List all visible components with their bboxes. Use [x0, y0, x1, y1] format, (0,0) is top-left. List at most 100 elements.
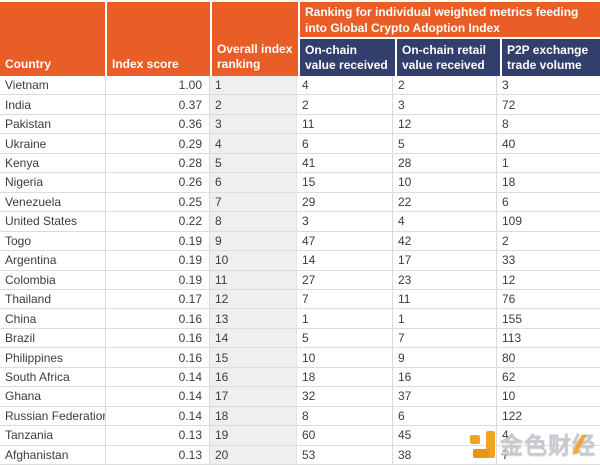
table-row: South Africa 0.14 16 18 16 62 — [0, 367, 600, 388]
country-cell: Thailand — [0, 289, 106, 309]
onchain-value-cell: 11 — [297, 114, 393, 134]
overall-ranking-cell: 13 — [210, 309, 297, 328]
onchain-value-cell: 2 — [297, 95, 393, 114]
onchain-value-cell: 6 — [297, 134, 393, 153]
header-index-score: Index score — [107, 2, 210, 76]
header-p2p-volume: P2P exchange trade volume — [502, 39, 600, 76]
onchain-retail-cell: 2 — [393, 76, 497, 95]
onchain-retail-cell: 16 — [393, 367, 497, 387]
country-cell: Tanzania — [0, 426, 106, 445]
index-score-cell: 0.14 — [106, 387, 210, 406]
country-cell: Ukraine — [0, 134, 106, 153]
header-banner: Ranking for individual weighted metrics … — [300, 2, 600, 37]
overall-ranking-cell: 5 — [210, 153, 297, 173]
onchain-retail-cell: 38 — [393, 445, 497, 465]
p2p-volume-cell: 10 — [502, 389, 516, 404]
overall-ranking-cell: 3 — [210, 114, 297, 134]
header-metrics-row: On-chain value received On-chain retail … — [300, 39, 600, 76]
table-row: Pakistan 0.36 3 11 12 8 — [0, 114, 600, 135]
table-row: United States 0.22 8 3 4 109 — [0, 212, 600, 232]
onchain-value-cell: 60 — [297, 426, 393, 445]
country-cell: Argentina — [0, 251, 106, 270]
onchain-retail-cell: 1 — [393, 309, 497, 328]
overall-ranking-cell: 20 — [210, 445, 297, 465]
onchain-retail-cell: 37 — [393, 387, 497, 406]
table-row: Ukraine 0.29 4 6 5 40 — [0, 134, 600, 154]
index-score-cell: 0.13 — [106, 426, 210, 445]
onchain-value-cell: 29 — [297, 192, 393, 212]
header-onchain-value: On-chain value received — [300, 39, 395, 76]
overall-ranking-cell: 2 — [210, 95, 297, 114]
country-cell: Venezuela — [0, 192, 106, 212]
onchain-value-cell: 27 — [297, 270, 393, 289]
table-row: Ghana 0.14 17 32 37 10 — [0, 387, 600, 407]
index-score-cell: 0.17 — [106, 289, 210, 309]
onchain-value-cell: 10 — [297, 348, 393, 367]
table-row: India 0.37 2 2 3 72 — [0, 95, 600, 115]
table-row: Nigeria 0.26 6 15 10 18 — [0, 173, 600, 193]
onchain-retail-cell: 5 — [393, 134, 497, 153]
onchain-retail-cell: 3 — [393, 95, 497, 114]
table-row: Vietnam 1.00 1 4 2 3 — [0, 76, 600, 96]
overall-ranking-cell: 12 — [210, 289, 297, 309]
onchain-retail-cell: 22 — [393, 192, 497, 212]
header-country: Country — [0, 2, 105, 76]
p2p-volume-cell: 76 — [502, 292, 516, 307]
table-row: Togo 0.19 9 47 42 2 — [0, 231, 600, 252]
index-score-cell: 0.28 — [106, 153, 210, 173]
overall-ranking-cell: 9 — [210, 231, 297, 251]
country-cell: Russian Federation — [0, 406, 106, 426]
index-score-cell: 0.19 — [106, 231, 210, 251]
table-row: Thailand 0.17 12 7 11 76 — [0, 289, 600, 310]
country-cell: Ghana — [0, 387, 106, 406]
onchain-value-cell: 7 — [297, 289, 393, 309]
index-score-cell: 0.26 — [106, 173, 210, 192]
index-score-cell: 1.00 — [106, 76, 210, 95]
onchain-value-cell: 47 — [297, 231, 393, 251]
p2p-volume-cell: 18 — [502, 175, 516, 190]
p2p-volume-cell: 40 — [502, 136, 516, 151]
index-score-cell: 0.16 — [106, 309, 210, 328]
table-row: Russian Federation 0.14 18 8 6 122 — [0, 406, 600, 427]
table-row: Tanzania 0.13 19 60 45 4 — [0, 426, 600, 446]
overall-ranking-cell: 11 — [210, 270, 297, 289]
onchain-value-cell: 18 — [297, 367, 393, 387]
table-row: Brazil 0.16 14 5 7 113 — [0, 328, 600, 349]
index-score-cell: 0.19 — [106, 251, 210, 270]
onchain-retail-cell: 17 — [393, 251, 497, 270]
country-cell: South Africa — [0, 367, 106, 387]
p2p-volume-cell: 7 — [502, 447, 509, 462]
table-row: Philippines 0.16 15 10 9 80 — [0, 348, 600, 368]
onchain-retail-cell: 11 — [393, 289, 497, 309]
onchain-retail-cell: 45 — [393, 426, 497, 445]
index-score-cell: 0.37 — [106, 95, 210, 114]
header-metrics-group: Ranking for individual weighted metrics … — [300, 2, 600, 76]
onchain-retail-cell: 7 — [393, 328, 497, 348]
overall-ranking-cell: 10 — [210, 251, 297, 270]
country-cell: Philippines — [0, 348, 106, 367]
country-cell: Kenya — [0, 153, 106, 173]
country-cell: Colombia — [0, 270, 106, 289]
p2p-volume-cell: 122 — [502, 408, 523, 423]
p2p-volume-cell: 80 — [502, 350, 516, 365]
p2p-volume-cell: 4 — [502, 428, 509, 443]
index-score-cell: 0.19 — [106, 270, 210, 289]
country-cell: Vietnam — [0, 76, 106, 95]
header-overall-ranking: Overall index ranking — [212, 2, 298, 76]
index-score-cell: 0.29 — [106, 134, 210, 153]
p2p-volume-cell: 1 — [502, 156, 509, 171]
table-body: Vietnam 1.00 1 4 2 3 India 0.37 2 2 3 72… — [0, 76, 600, 465]
onchain-retail-cell: 9 — [393, 348, 497, 367]
header-onchain-retail: On-chain retail value received — [397, 39, 500, 76]
onchain-retail-cell: 42 — [393, 231, 497, 251]
index-score-cell: 0.36 — [106, 114, 210, 134]
onchain-retail-cell: 6 — [393, 406, 497, 426]
country-cell: Togo — [0, 231, 106, 251]
overall-ranking-cell: 6 — [210, 173, 297, 192]
onchain-retail-cell: 12 — [393, 114, 497, 134]
table-row: Venezuela 0.25 7 29 22 6 — [0, 192, 600, 213]
country-cell: Brazil — [0, 328, 106, 348]
onchain-value-cell: 5 — [297, 328, 393, 348]
p2p-volume-cell: 62 — [502, 370, 516, 385]
onchain-retail-cell: 23 — [393, 270, 497, 289]
